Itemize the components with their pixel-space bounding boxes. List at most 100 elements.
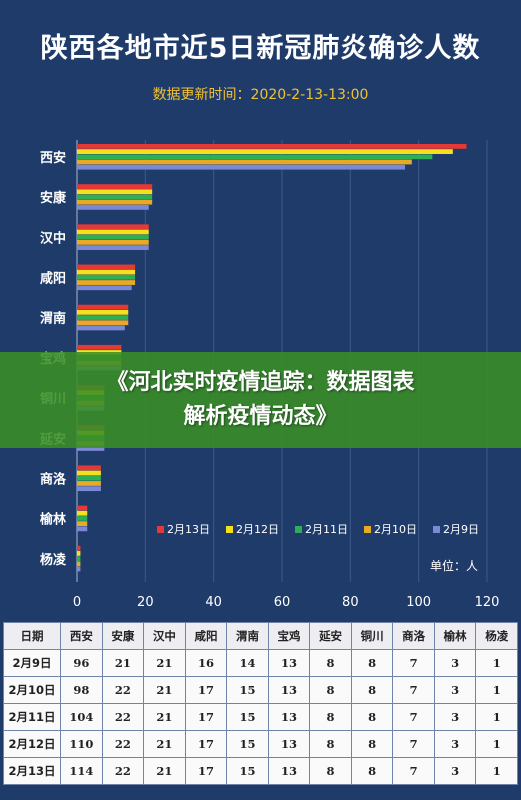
x-tick-label: 40 [205, 595, 222, 610]
table-cell: 2月11日 [2, 703, 62, 731]
bar [77, 521, 88, 527]
table-cell: 8 [350, 730, 394, 758]
table-cell: 8 [350, 649, 394, 677]
table-cell: 7 [392, 730, 435, 758]
bar [77, 159, 412, 165]
bar [77, 481, 101, 486]
bar [77, 561, 81, 567]
table-cell: 8 [309, 757, 352, 785]
table-cell: 7 [392, 676, 435, 704]
bar [77, 510, 88, 516]
bar [77, 556, 81, 562]
table-cell: 22 [101, 730, 145, 758]
table-cell: 3 [433, 649, 477, 677]
table-cell: 1 [475, 703, 518, 731]
bar [77, 269, 136, 275]
table-cell: 13 [267, 730, 311, 758]
bar [77, 320, 129, 326]
legend-swatch [226, 526, 233, 533]
table-cell: 15 [226, 703, 269, 731]
table-cell: 7 [392, 757, 435, 785]
table-header-cell: 榆林 [433, 622, 477, 650]
table-cell: 1 [475, 730, 518, 758]
table-cell: 3 [433, 676, 477, 704]
table-cell: 16 [184, 649, 228, 677]
bar [77, 475, 101, 481]
table-cell: 8 [350, 676, 394, 704]
legend-label: 2月11日 [305, 523, 348, 536]
table-cell: 7 [392, 649, 435, 677]
table-header-cell: 商洛 [392, 622, 435, 650]
bar [77, 264, 136, 270]
bar [77, 229, 149, 235]
article-banner[interactable]: 《河北实时疫情追踪：数据图表 解析疫情动态》 [0, 352, 521, 448]
bar [77, 566, 81, 572]
bar [77, 325, 125, 331]
table-cell: 104 [60, 703, 103, 731]
unit-label: 单位：人 [430, 558, 478, 573]
bar [77, 154, 433, 160]
table-cell: 98 [60, 676, 103, 704]
table-cell: 2月10日 [2, 676, 62, 704]
bar [77, 551, 81, 556]
x-tick-label: 20 [137, 595, 154, 610]
x-tick-label: 80 [342, 595, 359, 610]
bar [77, 274, 136, 280]
table-cell: 17 [184, 757, 228, 785]
bar [77, 199, 153, 205]
legend-label: 2月13日 [167, 523, 210, 536]
table-header-row: 日期 西安 安康 汉中 咸阳 渭南 宝鸡 延安 铜川 商洛 榆林 杨凌 [2, 622, 518, 650]
table-cell: 8 [309, 649, 352, 677]
table-cell: 8 [350, 703, 394, 731]
table-cell: 15 [226, 730, 269, 758]
bar [77, 234, 149, 240]
table-header-cell: 延安 [309, 622, 352, 650]
table-header-cell: 安康 [101, 622, 145, 650]
x-tick-label: 120 [475, 595, 500, 610]
table-cell: 14 [226, 649, 269, 677]
table-cell: 2月13日 [2, 757, 62, 785]
table-cell: 21 [143, 757, 186, 785]
table-cell: 13 [267, 703, 311, 731]
bar [77, 505, 88, 511]
bar [77, 486, 101, 492]
category-label: 西安 [40, 150, 66, 166]
table-cell: 8 [309, 676, 352, 704]
table-header-cell: 杨凌 [475, 622, 518, 650]
category-label: 咸阳 [40, 271, 66, 287]
table-cell: 15 [226, 676, 269, 704]
bar [77, 315, 129, 320]
table-cell: 110 [60, 730, 103, 758]
x-tick-label: 100 [406, 595, 431, 610]
table-cell: 22 [101, 757, 145, 785]
bar [77, 280, 136, 285]
table-header-cell: 日期 [2, 622, 62, 650]
legend-swatch [364, 526, 371, 533]
bar [77, 144, 467, 149]
table-cell: 21 [101, 649, 145, 677]
table-row: 2月13日 114 22 21 17 15 13 8 8 7 3 1 [2, 757, 518, 785]
table-cell: 2月9日 [2, 649, 62, 677]
legend-label: 2月9日 [443, 523, 479, 536]
table-cell: 17 [184, 703, 228, 731]
table-cell: 1 [475, 676, 518, 704]
table-header-cell: 铜川 [350, 622, 394, 650]
bar [77, 149, 453, 154]
table-header-cell: 渭南 [226, 622, 269, 650]
bar [77, 344, 122, 350]
x-tick-label: 0 [73, 595, 81, 610]
table-cell: 22 [101, 703, 145, 731]
table-cell: 8 [309, 703, 352, 731]
table-cell: 13 [267, 649, 311, 677]
table-cell: 8 [350, 757, 394, 785]
table-cell: 7 [392, 703, 435, 731]
category-label: 榆林 [40, 512, 66, 528]
data-table: 日期 西安 安康 汉中 咸阳 渭南 宝鸡 延安 铜川 商洛 榆林 杨凌 2月9日 96 21 21 16 14 1… [2, 622, 518, 785]
legend-swatch [433, 526, 440, 533]
table-cell: 13 [267, 676, 311, 704]
table-header-cell: 汉中 [143, 622, 186, 650]
table-row: 2月9日 96 21 21 16 14 13 8 8 7 3 1 [2, 649, 518, 677]
legend-swatch [295, 526, 302, 533]
table-cell: 22 [101, 676, 145, 704]
bar [77, 304, 129, 310]
